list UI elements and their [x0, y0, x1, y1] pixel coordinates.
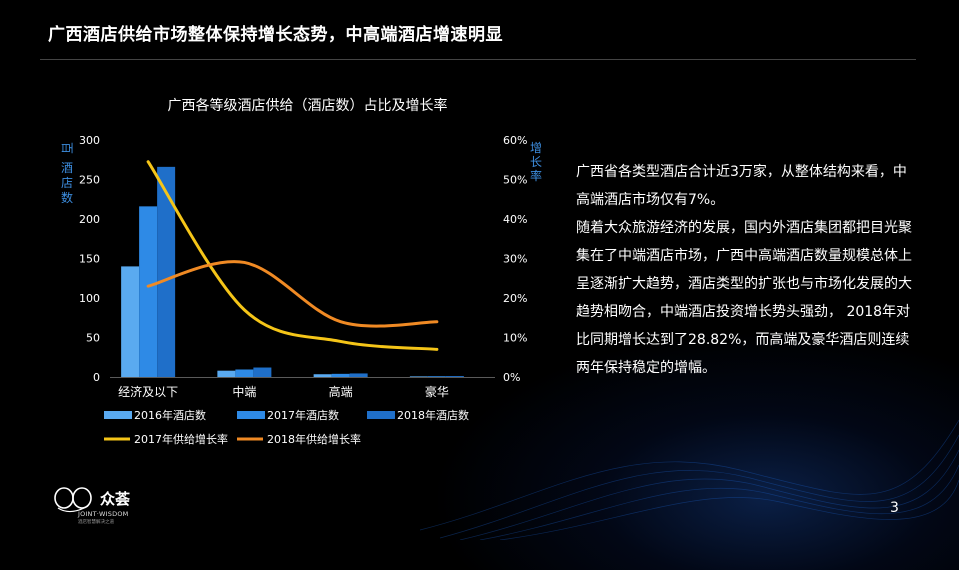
y-left-axis-title-char: 店: [61, 176, 73, 190]
decorative-wave-lines: [420, 419, 959, 540]
legend-label: 2016年酒店数: [134, 408, 206, 422]
y-right-axis-title-char: 长: [530, 155, 542, 169]
logo-english: JOINT·WISDOM: [78, 510, 129, 518]
bar: [313, 374, 332, 377]
y-right-tick-label: 50%: [503, 174, 527, 187]
y-left-tick-label: 150: [79, 253, 100, 266]
bar: [235, 369, 254, 377]
bar: [427, 376, 446, 377]
y-left-axis-title-char: 数: [61, 190, 73, 205]
x-tick-label: 高端: [329, 384, 353, 399]
legend-label: 2018年酒店数: [397, 408, 469, 422]
legend-swatch: [104, 411, 132, 419]
legend-label: 2017年供给增长率: [134, 432, 228, 446]
y-right-axis-title-char: 率: [530, 168, 542, 183]
logo-name: 众荟: [100, 490, 131, 508]
y-right-tick-label: 60%: [503, 134, 527, 147]
logo-slogan: 酒店智慧解决之道: [78, 520, 114, 525]
y-right-axis-title-char: 增: [530, 141, 542, 155]
bar: [139, 206, 158, 377]
bar: [217, 370, 236, 377]
body-paragraph-1: 广西省各类型酒店合计近3万家，从整体结构来看，中高端酒店市场仅有7%。: [576, 164, 907, 208]
y-left-tick-label: 300: [79, 134, 100, 147]
y-left-tick-label: 50: [86, 332, 100, 345]
y-right-tick-label: 30%: [503, 253, 527, 266]
y-left-unit: 百: [60, 142, 74, 154]
bar: [121, 266, 140, 377]
page-title: 广西酒店供给市场整体保持增长态势，中高端酒店增速明显: [48, 25, 503, 45]
y-right-tick-label: 40%: [503, 213, 527, 226]
y-right-tick-label: 10%: [503, 332, 527, 345]
y-left-tick-label: 200: [79, 213, 100, 226]
y-left-tick-label: 0: [93, 371, 100, 384]
y-left-tick-label: 250: [79, 174, 100, 187]
chart-title: 广西各等级酒店供给（酒店数）占比及增长率: [168, 97, 448, 114]
y-right-tick-label: 0%: [503, 371, 520, 384]
bar: [349, 373, 368, 377]
legend-label: 2018年供给增长率: [267, 432, 361, 446]
legend-swatch: [237, 411, 265, 419]
body-paragraph-2: 随着大众旅游经济的发展，国内外酒店集团都把目光聚集在了中端酒店市场，广西中高端酒…: [576, 220, 912, 376]
title-divider: [40, 59, 916, 60]
bar: [409, 376, 428, 377]
page-number: 3: [890, 500, 899, 516]
bar: [253, 367, 272, 377]
y-left-axis-title-char: 酒: [61, 161, 73, 175]
company-logo: [54, 487, 92, 513]
x-tick-label: 中端: [232, 384, 256, 399]
y-left-tick-label: 100: [79, 292, 100, 305]
line-series: [146, 260, 439, 328]
legend-swatch: [367, 411, 395, 419]
bar: [331, 373, 350, 377]
combo-chart: 广西各等级酒店供给（酒店数）占比及增长率 0 50 100 150 200 250 300 0%…: [60, 97, 542, 446]
body-text: 广西省各类型酒店合计近3万家，从整体结构来看，中高端酒店市场仅有7%。 随着大众…: [576, 158, 916, 382]
y-right-tick-label: 20%: [503, 292, 527, 305]
line-series: [146, 160, 439, 351]
x-tick-label: 豪华: [425, 384, 449, 399]
x-tick-label: 经济及以下: [118, 384, 178, 399]
bar: [157, 166, 176, 377]
bar: [445, 376, 464, 377]
legend-label: 2017年酒店数: [267, 408, 339, 422]
